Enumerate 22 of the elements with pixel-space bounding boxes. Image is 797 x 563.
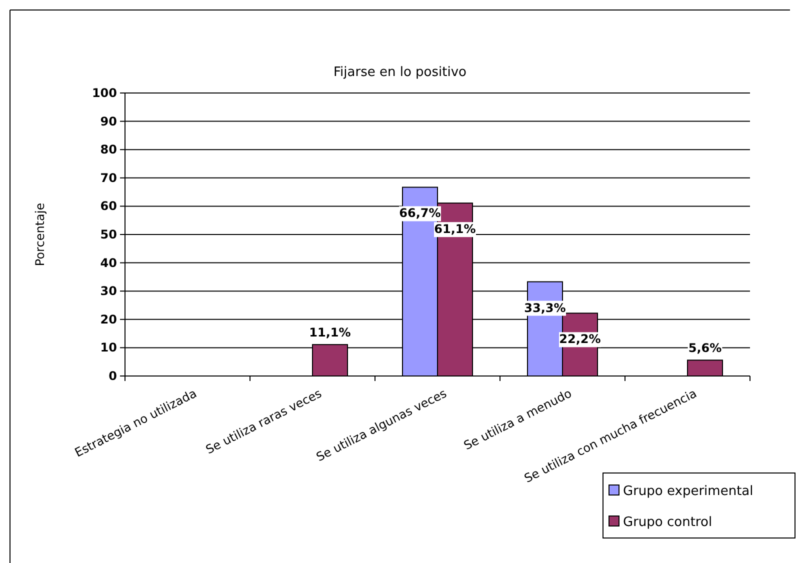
y-tick-label: 30 xyxy=(100,284,117,298)
legend-label: Grupo experimental xyxy=(623,484,754,499)
chart-title: Fijarse en lo positivo xyxy=(334,65,467,80)
y-tick-label: 60 xyxy=(100,199,117,214)
data-label: 11,1% xyxy=(309,326,351,340)
bar xyxy=(687,360,723,376)
y-tick-label: 100 xyxy=(92,86,117,100)
data-label: 5,6% xyxy=(688,341,722,356)
data-label: 66,7% xyxy=(399,206,441,220)
data-label: 61,1% xyxy=(434,222,476,236)
y-axis-title: Porcentaje xyxy=(33,202,47,266)
y-tick-label: 80 xyxy=(100,142,117,157)
y-tick-label: 20 xyxy=(100,312,117,326)
y-tick-label: 90 xyxy=(100,114,117,128)
y-tick-label: 50 xyxy=(100,228,117,242)
y-tick-label: 40 xyxy=(100,256,117,270)
data-label: 22,2% xyxy=(559,332,601,346)
data-label: 33,3% xyxy=(524,300,566,315)
y-tick-label: 70 xyxy=(100,170,117,185)
legend-label: Grupo control xyxy=(623,515,712,530)
y-tick-label: 0 xyxy=(108,369,117,383)
y-tick-label: 10 xyxy=(100,340,117,355)
